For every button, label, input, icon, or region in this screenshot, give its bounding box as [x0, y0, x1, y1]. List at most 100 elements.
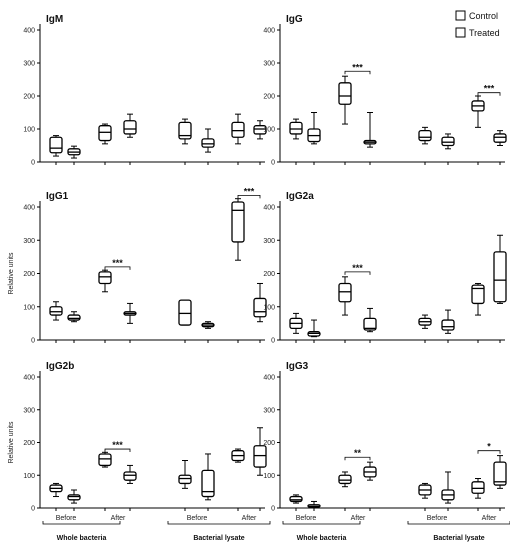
bracket-line	[477, 92, 501, 96]
box-treated	[253, 282, 267, 323]
group-bracket	[282, 521, 361, 525]
y-tick-label: 100	[23, 127, 35, 134]
box-iqr	[338, 82, 352, 105]
box-treated	[493, 130, 507, 146]
significance-label: ***	[484, 84, 495, 94]
box-iqr	[289, 495, 303, 503]
y-tick-label: 200	[23, 440, 35, 447]
y-tick-label: 200	[23, 94, 35, 101]
box-iqr	[289, 121, 303, 135]
box-treated	[307, 319, 321, 338]
significance-label: ***	[352, 62, 363, 72]
box-control	[49, 482, 63, 498]
legend-treated-label: Treated	[469, 28, 500, 38]
box-iqr	[49, 136, 63, 154]
group-label: Bacterial lysate	[193, 535, 244, 542]
y-tick-label: 300	[23, 238, 35, 245]
box-control	[231, 113, 245, 145]
box-treated	[201, 453, 215, 501]
box-control	[338, 471, 352, 488]
box-iqr	[493, 251, 507, 303]
box-iqr	[201, 469, 215, 498]
box-iqr	[98, 453, 112, 467]
box-control	[418, 314, 432, 329]
box-iqr	[231, 121, 245, 138]
box-control	[418, 126, 432, 145]
box-treated	[123, 113, 137, 138]
box-control	[98, 451, 112, 468]
y-tick-label: 300	[23, 61, 35, 68]
box-control	[231, 198, 245, 261]
y-tick-label: 200	[23, 271, 35, 278]
panel-igg: 0 100 200 300 400 IgG *** ***	[263, 14, 507, 167]
box-iqr	[98, 271, 112, 285]
box-control	[49, 301, 63, 321]
category-label: Before	[427, 515, 448, 522]
box-iqr	[123, 120, 137, 135]
y-tick-label: 400	[23, 375, 35, 382]
box-iqr	[338, 474, 352, 485]
category-label: After	[242, 515, 257, 522]
y-tick-label: 0	[271, 506, 275, 513]
y-tick-label: 200	[263, 271, 275, 278]
box-treated	[363, 461, 377, 481]
significance-label: ***	[352, 263, 363, 273]
panel-igg2a: 0 100 200 300 400 IgG2a ***	[263, 191, 507, 345]
significance-bracket: *	[477, 442, 501, 454]
box-treated	[67, 489, 81, 504]
y-tick-label: 0	[31, 160, 35, 167]
y-tick-label: 400	[23, 28, 35, 35]
panel-title: IgG1	[46, 191, 69, 202]
group-bracket	[167, 521, 271, 525]
y-tick-label: 0	[271, 160, 275, 167]
box-iqr	[178, 299, 192, 326]
box-treated	[441, 309, 455, 334]
box-treated	[441, 133, 455, 150]
significance-label: *	[487, 442, 491, 452]
box-iqr	[231, 201, 245, 243]
y-tick-label: 200	[263, 440, 275, 447]
y-tick-label: 0	[31, 338, 35, 345]
significance-label: **	[354, 448, 362, 458]
box-iqr	[201, 138, 215, 148]
box-iqr	[471, 481, 485, 494]
group-label: Whole bacteria	[57, 535, 107, 542]
legend-treated-swatch	[455, 27, 466, 38]
box-iqr	[123, 471, 137, 481]
bracket-line	[104, 266, 131, 270]
group-bracket	[407, 521, 510, 525]
box-iqr	[178, 474, 192, 485]
box-control	[98, 269, 112, 293]
significance-label: ***	[112, 440, 123, 450]
y-tick-label: 400	[23, 205, 35, 212]
box-treated	[201, 321, 215, 329]
box-control	[338, 75, 352, 125]
legend: Control Treated	[455, 10, 500, 38]
y-tick-label: 100	[263, 473, 275, 480]
legend-control-swatch	[455, 10, 466, 21]
box-iqr	[493, 461, 507, 486]
box-control	[289, 494, 303, 504]
y-tick-label: 100	[263, 127, 275, 134]
box-treated	[307, 112, 321, 145]
box-treated	[493, 234, 507, 304]
panel-igg1: 0 100 200 300 400 Relative units IgG1 *** ***	[8, 186, 267, 345]
box-control	[471, 282, 485, 316]
box-treated	[67, 145, 81, 159]
box-iqr	[253, 445, 267, 468]
significance-bracket: **	[344, 448, 371, 461]
y-tick-label: 300	[263, 238, 275, 245]
category-label: Before	[187, 515, 208, 522]
box-treated	[363, 307, 377, 333]
box-iqr	[363, 317, 377, 331]
y-tick-label: 300	[263, 407, 275, 414]
significance-bracket: ***	[344, 263, 371, 275]
box-control	[418, 482, 432, 499]
significance-bracket: ***	[104, 258, 131, 270]
box-treated	[201, 128, 215, 153]
box-iqr	[493, 133, 507, 143]
box-treated	[307, 500, 321, 509]
y-tick-label: 100	[23, 473, 35, 480]
box-treated	[67, 311, 81, 323]
